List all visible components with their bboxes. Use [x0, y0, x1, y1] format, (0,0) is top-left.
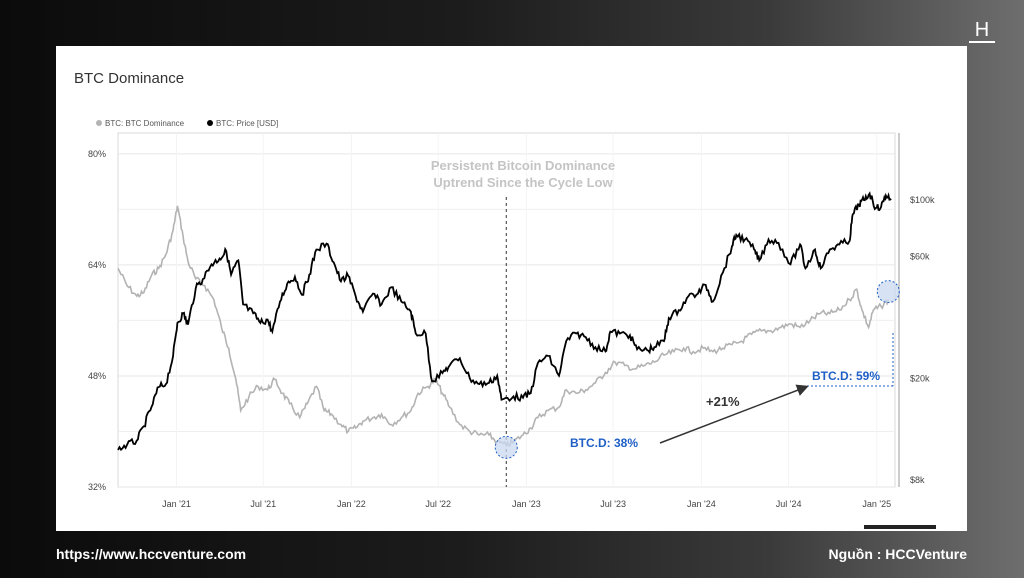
legend-price-label: BTC: Price [USD] — [216, 119, 278, 128]
y-left-tick-64: 64% — [88, 260, 106, 270]
footer-url[interactable]: https://www.hccventure.com — [56, 546, 247, 562]
hcc-logo-icon: H — [969, 19, 995, 43]
x-tick-8: Jan '25 — [862, 499, 891, 509]
y-right-tick-20000: $20k — [910, 373, 930, 383]
legend-dominance-swatch — [96, 120, 102, 126]
x-tick-2: Jan '22 — [337, 499, 366, 509]
footer-source: Nguồn : HCCVenture — [828, 546, 967, 562]
x-tick-4: Jan '23 — [512, 499, 541, 509]
y-right-tick-100000: $100k — [910, 195, 935, 205]
svg-text:H: H — [975, 19, 989, 41]
legend-dominance-label: BTC: BTC Dominance — [105, 119, 185, 128]
trend-arrow — [659, 384, 809, 444]
low-marker — [494, 435, 518, 459]
x-tick-3: Jul '22 — [425, 499, 451, 509]
x-tick-6: Jan '24 — [687, 499, 716, 509]
label-btcd-high: BTC.D: 59% — [812, 369, 880, 383]
headline-line-2: Uptrend Since the Cycle Low — [433, 175, 613, 190]
y-left-tick-48: 48% — [88, 371, 106, 381]
footer-mark — [864, 525, 936, 529]
dominance-series-line — [117, 205, 890, 448]
y-right-tick-8000: $8k — [910, 475, 925, 485]
price-series-line — [117, 191, 892, 452]
y-left-tick-80: 80% — [88, 149, 106, 159]
x-tick-7: Jul '24 — [776, 499, 802, 509]
x-tick-5: Jul '23 — [600, 499, 626, 509]
y-left-tick-32: 32% — [88, 482, 106, 492]
chart-title: BTC Dominance — [74, 70, 185, 87]
x-tick-1: Jul '21 — [250, 499, 276, 509]
headline-line-1: Persistent Bitcoin Dominance — [431, 158, 615, 173]
label-btcd-low: BTC.D: 38% — [570, 436, 638, 450]
change-label: +21% — [706, 394, 740, 409]
legend: BTC: BTC Dominance BTC: Price [USD] — [96, 119, 278, 128]
legend-price-swatch — [207, 120, 213, 126]
y-right-tick-60000: $60k — [910, 252, 930, 262]
high-marker — [876, 280, 900, 304]
x-tick-0: Jan '21 — [162, 499, 191, 509]
